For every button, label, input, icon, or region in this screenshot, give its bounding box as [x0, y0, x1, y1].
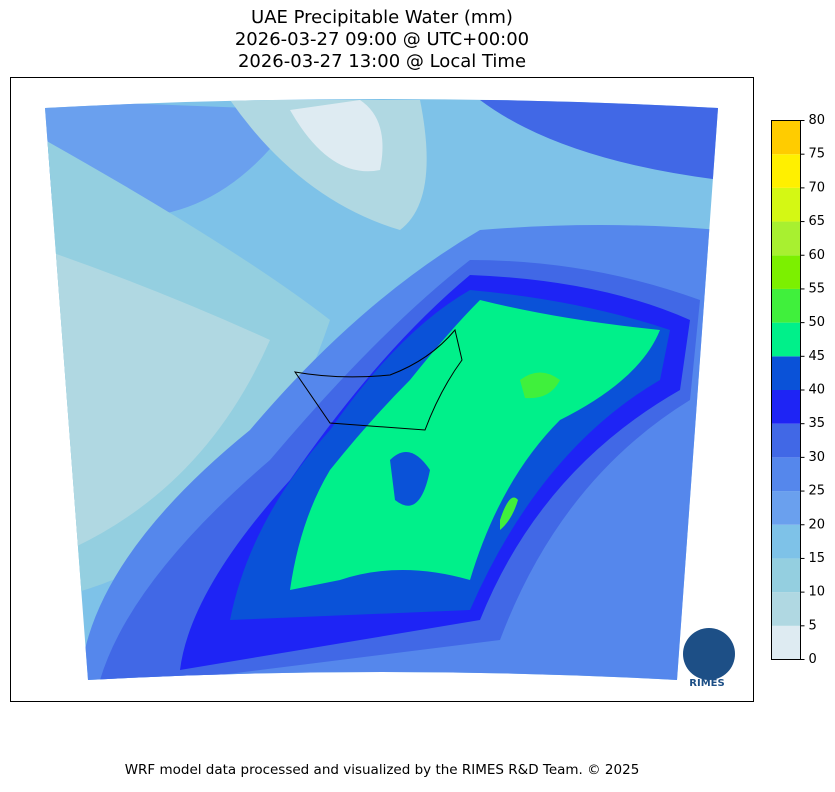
- colorbar-tick-label: 55: [809, 281, 826, 296]
- colorbar-segment: [771, 154, 801, 188]
- colorbar-tick-label: 65: [809, 214, 826, 229]
- colorbar-segment: [771, 390, 801, 424]
- field: [480, 100, 718, 180]
- colorbar-frame: [771, 120, 801, 660]
- colorbar-tick-label: 10: [809, 585, 826, 600]
- title-line: UAE Precipitable Water (mm): [251, 7, 513, 28]
- field: [290, 300, 660, 590]
- title-line: 2026-03-27 13:00 @ Local Time: [238, 51, 526, 72]
- footer: WRF model data processed and visualized …: [125, 762, 640, 778]
- field: [390, 452, 430, 506]
- colorbar-tick-label: 35: [809, 416, 826, 431]
- colorbar-tick-label: 50: [809, 315, 826, 330]
- colorbar-tick-label: 70: [809, 180, 826, 195]
- field: [520, 372, 560, 399]
- colorbar-segment: [771, 120, 801, 155]
- map-frame: [10, 77, 754, 702]
- colorbar: 0 5 10 15 20 25 30 35 40 45 50 55 60 65 70 75 80: [771, 113, 826, 667]
- colorbar-tick-label: 0: [809, 652, 817, 667]
- colorbar-tick-label: 25: [809, 484, 826, 499]
- field: [500, 497, 518, 530]
- colorbar-segment: [771, 221, 801, 256]
- logo-badge: [683, 628, 735, 680]
- colorbar-segment: [771, 423, 801, 458]
- colorbar-segment: [771, 558, 801, 593]
- colorbar-segment: [771, 356, 801, 390]
- colorbar-tick-label: 40: [809, 383, 826, 398]
- colorbar-segment: [771, 457, 801, 492]
- colorbar-tick-label: 20: [809, 517, 826, 532]
- map-field: [45, 99, 718, 680]
- colorbar-segment: [771, 625, 801, 660]
- colorbar-segment: [771, 187, 801, 222]
- colorbar-tick-label: 75: [809, 147, 826, 162]
- title-line: 2026-03-27 09:00 @ UTC+00:00: [235, 29, 529, 50]
- colorbar-segment: [771, 592, 801, 626]
- colorbar-segment: [771, 491, 801, 525]
- field: [45, 250, 270, 560]
- colorbar-segment: [771, 322, 801, 357]
- colorbar-tick-label: 15: [809, 551, 826, 566]
- colorbar-tick-label: 45: [809, 349, 826, 364]
- logo-text: RIMES: [689, 678, 724, 689]
- colorbar-segment: [771, 255, 801, 289]
- colorbar-tick-label: 5: [809, 618, 817, 633]
- colorbar-tick-label: 80: [809, 113, 826, 128]
- colorbar-segment: [771, 524, 801, 559]
- colorbar-tick-label: 60: [809, 248, 826, 263]
- uae-border: [293, 328, 463, 431]
- colorbar-segment: [771, 288, 801, 323]
- colorbar-tick-label: 30: [809, 450, 826, 465]
- field: [290, 100, 383, 172]
